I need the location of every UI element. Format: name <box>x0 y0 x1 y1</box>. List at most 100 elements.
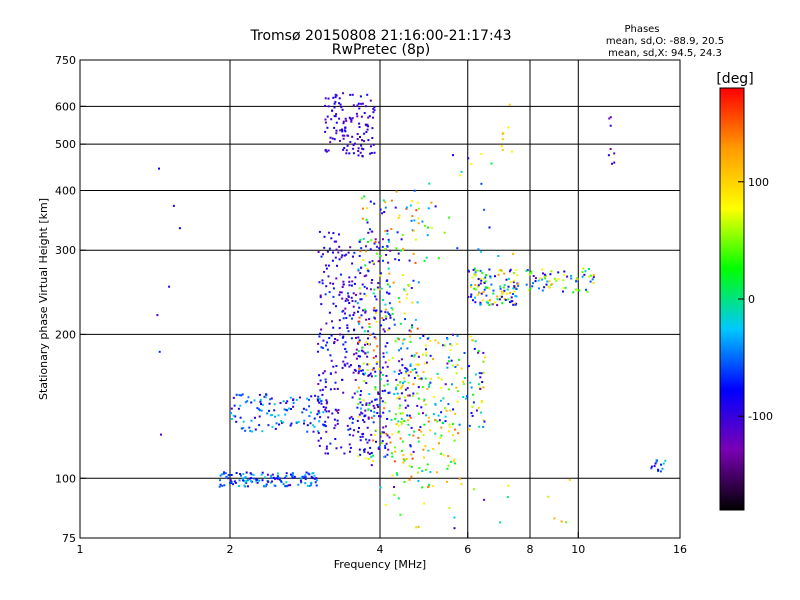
data-point <box>334 115 337 118</box>
data-point <box>382 355 385 358</box>
data-point <box>382 373 384 376</box>
data-point <box>333 126 336 129</box>
data-point <box>395 386 398 389</box>
colorbar-tick-label: 0 <box>748 293 755 306</box>
data-point <box>384 345 387 348</box>
data-point <box>287 484 290 487</box>
data-point <box>462 383 465 386</box>
data-point <box>412 392 415 395</box>
data-point <box>219 479 221 482</box>
data-point <box>354 369 357 372</box>
data-point <box>383 384 386 387</box>
data-point <box>254 428 257 431</box>
data-point <box>537 279 540 282</box>
data-point <box>349 446 352 449</box>
data-point <box>317 395 320 398</box>
data-point <box>511 150 513 153</box>
data-point <box>516 274 519 277</box>
data-point <box>401 412 404 415</box>
data-point <box>406 369 409 372</box>
data-point <box>459 174 462 177</box>
data-point <box>401 364 404 367</box>
data-point <box>328 311 331 314</box>
data-point <box>423 456 425 459</box>
data-point <box>357 336 360 339</box>
data-point <box>360 147 363 150</box>
data-point <box>374 375 377 378</box>
data-point <box>321 279 324 282</box>
data-point <box>512 281 515 284</box>
data-point <box>474 284 477 286</box>
data-point <box>482 351 485 354</box>
data-point <box>353 251 356 254</box>
data-point <box>361 326 364 329</box>
data-point <box>339 129 342 132</box>
data-point <box>409 416 412 419</box>
data-point <box>377 393 380 395</box>
data-point <box>381 390 384 392</box>
data-point <box>322 423 325 426</box>
data-point <box>385 351 388 354</box>
data-point <box>361 404 364 406</box>
data-point <box>358 370 360 373</box>
data-point <box>417 480 420 482</box>
data-point <box>338 97 341 100</box>
data-point <box>342 92 344 95</box>
data-point <box>322 253 324 256</box>
data-point <box>345 297 348 300</box>
data-point <box>364 343 366 346</box>
data-point <box>397 424 400 427</box>
data-point <box>482 371 485 374</box>
data-point <box>362 432 365 435</box>
data-point <box>359 394 362 396</box>
data-point <box>542 272 544 275</box>
data-point <box>417 355 420 358</box>
data-point <box>489 275 492 278</box>
data-point <box>358 386 360 389</box>
data-point <box>654 462 657 465</box>
data-point <box>570 274 573 277</box>
data-point <box>306 430 309 433</box>
data-point <box>239 416 242 419</box>
data-point <box>480 152 483 155</box>
data-point <box>335 365 338 367</box>
data-point <box>358 126 361 128</box>
data-point <box>368 374 371 376</box>
data-point <box>362 372 365 375</box>
data-point <box>359 136 361 138</box>
data-point <box>243 479 246 482</box>
data-point <box>478 386 481 389</box>
data-point <box>420 406 423 409</box>
data-point <box>359 436 362 438</box>
data-point <box>390 307 393 309</box>
data-point <box>366 351 369 354</box>
data-point <box>403 288 406 291</box>
data-point <box>361 435 364 438</box>
data-point <box>361 207 364 210</box>
data-point <box>487 302 490 304</box>
data-point <box>440 426 443 429</box>
data-point <box>308 405 311 408</box>
data-point <box>363 132 366 135</box>
colorbar-tick-label: -100 <box>748 410 773 423</box>
data-point <box>464 377 466 379</box>
data-point <box>249 480 252 482</box>
data-point <box>574 288 577 291</box>
data-point <box>245 479 248 482</box>
data-point <box>378 448 381 450</box>
data-point <box>246 479 249 482</box>
data-point <box>412 434 415 437</box>
data-point <box>385 317 388 320</box>
data-point <box>235 420 238 423</box>
data-point <box>436 372 439 375</box>
data-point <box>575 279 578 282</box>
data-point <box>352 104 355 107</box>
data-point <box>385 432 388 435</box>
data-point <box>507 298 510 301</box>
data-point <box>384 503 387 506</box>
data-point <box>425 344 427 347</box>
data-point <box>463 352 466 354</box>
data-point <box>404 289 407 292</box>
data-point <box>376 345 379 348</box>
data-point <box>363 195 366 198</box>
